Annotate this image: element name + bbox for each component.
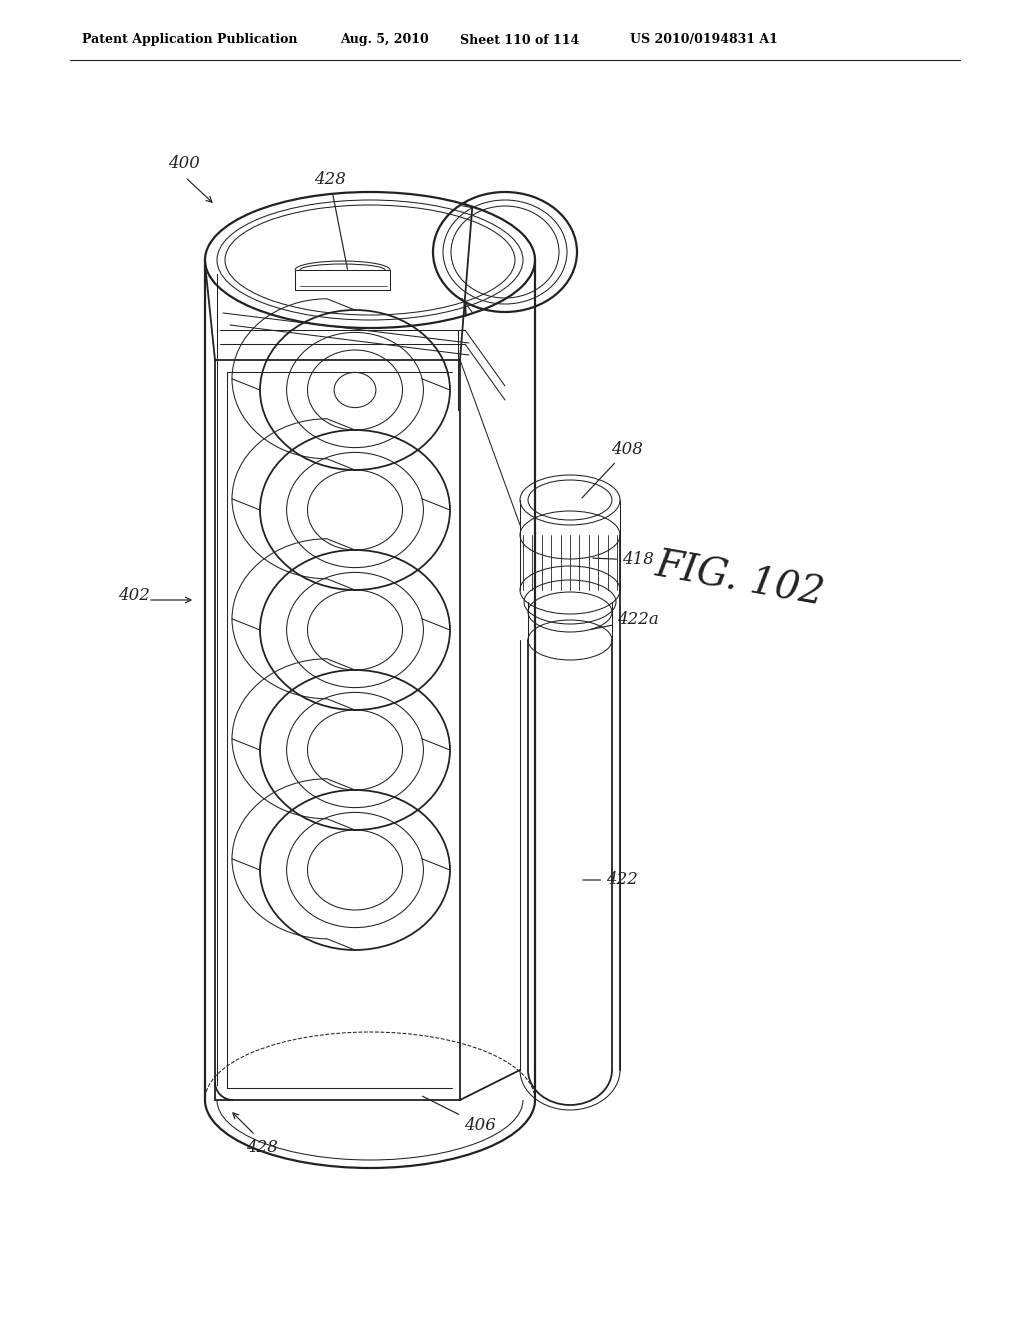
Text: 428: 428 [246, 1139, 278, 1156]
Text: 406: 406 [423, 1096, 496, 1134]
Text: Sheet 110 of 114: Sheet 110 of 114 [460, 33, 580, 46]
Text: Patent Application Publication: Patent Application Publication [82, 33, 298, 46]
Text: 418: 418 [593, 552, 654, 569]
Text: 402: 402 [118, 587, 150, 605]
Text: 422: 422 [583, 871, 638, 888]
Text: US 2010/0194831 A1: US 2010/0194831 A1 [630, 33, 778, 46]
Text: FIG. 102: FIG. 102 [652, 546, 827, 612]
Text: 400: 400 [168, 154, 200, 172]
Text: 408: 408 [582, 441, 643, 498]
Text: 422a: 422a [591, 611, 658, 630]
Text: 428: 428 [314, 172, 347, 269]
Text: Aug. 5, 2010: Aug. 5, 2010 [340, 33, 429, 46]
